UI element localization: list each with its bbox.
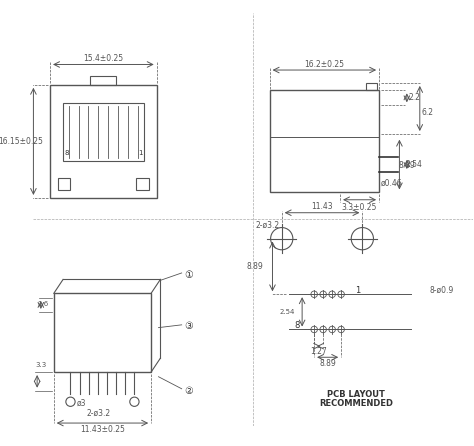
Text: 11.43: 11.43: [311, 202, 333, 211]
Text: RECOMMENDED: RECOMMENDED: [319, 399, 393, 408]
Text: 2.54: 2.54: [406, 160, 423, 169]
Text: 1.6: 1.6: [37, 301, 48, 307]
Bar: [54, 293, 151, 372]
Text: 8: 8: [295, 321, 300, 330]
Bar: [91, 75, 116, 85]
Text: ③: ③: [184, 321, 192, 331]
Bar: [270, 91, 379, 192]
Text: ø0.46: ø0.46: [381, 178, 403, 188]
Bar: [136, 178, 149, 190]
Bar: [50, 85, 156, 198]
Text: 2-ø3.2: 2-ø3.2: [256, 221, 280, 230]
Text: 1: 1: [355, 286, 360, 295]
Text: 2-ø3.2: 2-ø3.2: [86, 409, 110, 417]
Text: 15.4±0.25: 15.4±0.25: [83, 54, 123, 63]
Text: 8-ø0.9: 8-ø0.9: [430, 286, 454, 295]
Text: 1: 1: [138, 150, 142, 157]
Text: 8: 8: [64, 150, 69, 157]
Text: 6.2: 6.2: [421, 107, 433, 117]
Text: 2.54: 2.54: [279, 309, 295, 315]
Text: PCB LAYOUT: PCB LAYOUT: [327, 390, 385, 399]
Text: ø3: ø3: [77, 399, 86, 408]
Text: 3.3±0.25: 3.3±0.25: [342, 202, 377, 212]
Text: ①: ①: [184, 270, 192, 280]
Bar: [63, 103, 144, 161]
Text: 1.27: 1.27: [310, 347, 327, 356]
Text: 2.2: 2.2: [408, 93, 420, 102]
Bar: [366, 83, 377, 91]
Text: ②: ②: [184, 386, 192, 396]
Text: 8.89: 8.89: [399, 161, 415, 170]
Text: 8.89: 8.89: [246, 262, 263, 271]
Text: 16.2±0.25: 16.2±0.25: [304, 60, 345, 69]
Bar: [57, 178, 71, 190]
Text: 8.89: 8.89: [319, 359, 336, 368]
Text: 16.15±0.25: 16.15±0.25: [0, 137, 43, 146]
Text: 11.43±0.25: 11.43±0.25: [80, 425, 125, 434]
Text: 3.3: 3.3: [35, 362, 46, 368]
